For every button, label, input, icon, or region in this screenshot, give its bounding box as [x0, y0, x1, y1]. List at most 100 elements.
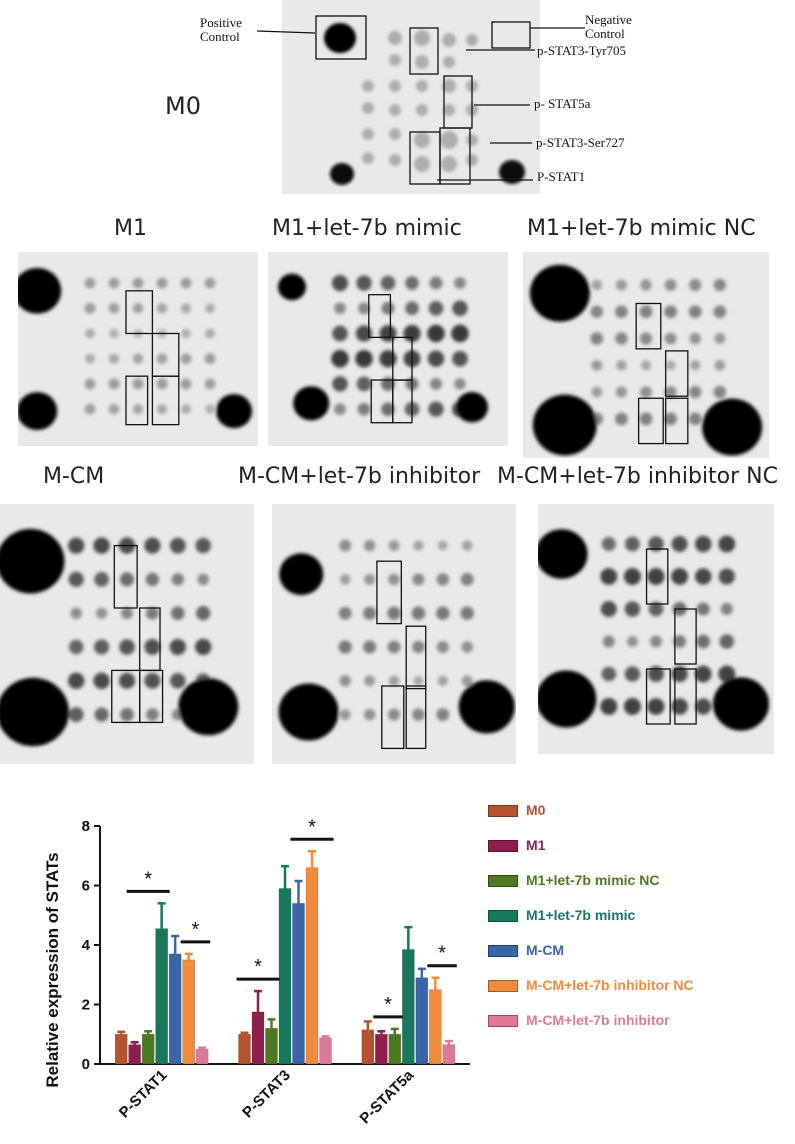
- blot-box: [376, 560, 402, 625]
- bar: [238, 1033, 251, 1065]
- bar: [415, 977, 429, 1065]
- blot-control-spot: [293, 386, 330, 421]
- blot-spot: [356, 275, 372, 291]
- blot-spot: [452, 300, 468, 317]
- blot-spot: [68, 672, 85, 689]
- m0-blot: [282, 0, 540, 194]
- blot-spot: [454, 277, 466, 289]
- m0-blot-image: [315, 15, 531, 185]
- blot-spot: [170, 673, 186, 689]
- m0-leader-lines: [256, 27, 585, 181]
- blot-spot: [454, 378, 466, 390]
- blot-spot: [338, 640, 352, 654]
- blot-spot: [156, 404, 168, 415]
- blot-spot: [195, 537, 211, 554]
- blot-box: [665, 350, 689, 397]
- blot-spot: [108, 353, 120, 364]
- blot-control-spot: [532, 394, 597, 456]
- blot-spot: [648, 666, 664, 682]
- bar: [182, 959, 195, 1065]
- blot-spot: [108, 378, 120, 390]
- blot-spot: [388, 675, 400, 687]
- y-tick-label: 4: [82, 937, 91, 954]
- blot-spot: [70, 607, 82, 619]
- blot-spot: [84, 403, 96, 415]
- legend-swatch: [488, 875, 518, 887]
- legend-label: M1+let-7b mimic: [526, 907, 636, 923]
- legend-label: M0: [526, 802, 546, 818]
- blot-spot: [334, 403, 346, 415]
- blot-box: [368, 294, 392, 339]
- blot-spot: [461, 675, 473, 687]
- blot-spot: [332, 376, 348, 392]
- p-stat3-ser727-label: p-STAT3-Ser727: [536, 135, 625, 150]
- bar: [251, 1011, 265, 1065]
- blot-spot: [689, 332, 701, 345]
- blot-spot: [689, 278, 702, 292]
- blot-spot: [626, 635, 638, 648]
- blot-m1-mimic: [268, 252, 508, 446]
- blot-spot: [689, 385, 702, 399]
- bar: [265, 1028, 278, 1065]
- bar: [375, 1033, 388, 1065]
- blot-image: [18, 268, 252, 431]
- blot-spot: [412, 708, 425, 721]
- blot-spot: [171, 573, 185, 586]
- blot-box: [637, 397, 664, 445]
- blot-spot: [156, 378, 168, 390]
- blot-spot: [625, 536, 640, 552]
- blot-spot: [181, 404, 191, 415]
- blot-control-spot: [529, 264, 590, 322]
- blot-spot: [334, 302, 346, 315]
- blot-control-spot: [712, 677, 769, 731]
- blot-spot: [452, 350, 468, 367]
- blot-spot: [94, 639, 110, 655]
- blot-spot: [68, 537, 85, 554]
- blot-spot: [205, 328, 215, 339]
- blot-spot: [694, 568, 712, 585]
- blot-spot: [388, 708, 400, 721]
- blot-spot: [591, 359, 603, 371]
- blot-spot: [108, 302, 120, 314]
- blot-spot: [639, 412, 653, 426]
- blot-spot: [204, 378, 216, 390]
- blot-image: [0, 528, 239, 747]
- blot-box: [405, 625, 427, 690]
- negative-control-box: [491, 21, 531, 49]
- blot-spot: [640, 279, 652, 291]
- blot-spot: [205, 404, 215, 414]
- blot-spot: [639, 305, 653, 319]
- y-axis-label: Relative expression of STATs: [43, 852, 62, 1087]
- blot-control-spot: [216, 393, 252, 429]
- blot-spot: [121, 607, 133, 620]
- blot-spot: [379, 350, 397, 368]
- significance-star: *: [192, 919, 200, 941]
- blot-box: [139, 669, 164, 724]
- blot-spot: [623, 568, 641, 585]
- positive-control-spot: [324, 23, 356, 53]
- blot-spot: [93, 672, 110, 689]
- p-stat1-label: P-STAT1: [537, 169, 586, 184]
- blot-box: [125, 290, 154, 335]
- negative-control-label-line2: Control: [585, 26, 625, 41]
- panel-title-mcm-inhibitor: M-CM+let-7b inhibitor: [238, 464, 481, 489]
- blot-image: [278, 273, 488, 424]
- blot-spot: [119, 639, 135, 655]
- panel-title-m1: M1: [114, 216, 147, 241]
- blot-spot: [144, 537, 161, 554]
- blot-image: [278, 539, 515, 750]
- blot-spot: [713, 385, 727, 399]
- blot-spot: [694, 665, 712, 683]
- blot-spot: [355, 349, 373, 368]
- bottom-left-control-spot: [330, 163, 354, 185]
- blot-spot: [694, 535, 712, 553]
- blot-spot: [688, 305, 702, 319]
- blot-spot: [380, 275, 396, 291]
- blot-spot: [648, 601, 664, 617]
- blot-box: [113, 544, 138, 609]
- blot-m1: [18, 252, 258, 446]
- blot-spot: [695, 698, 712, 715]
- blot-box: [645, 548, 669, 605]
- blot-spot: [600, 698, 618, 715]
- blot-spot: [379, 325, 397, 342]
